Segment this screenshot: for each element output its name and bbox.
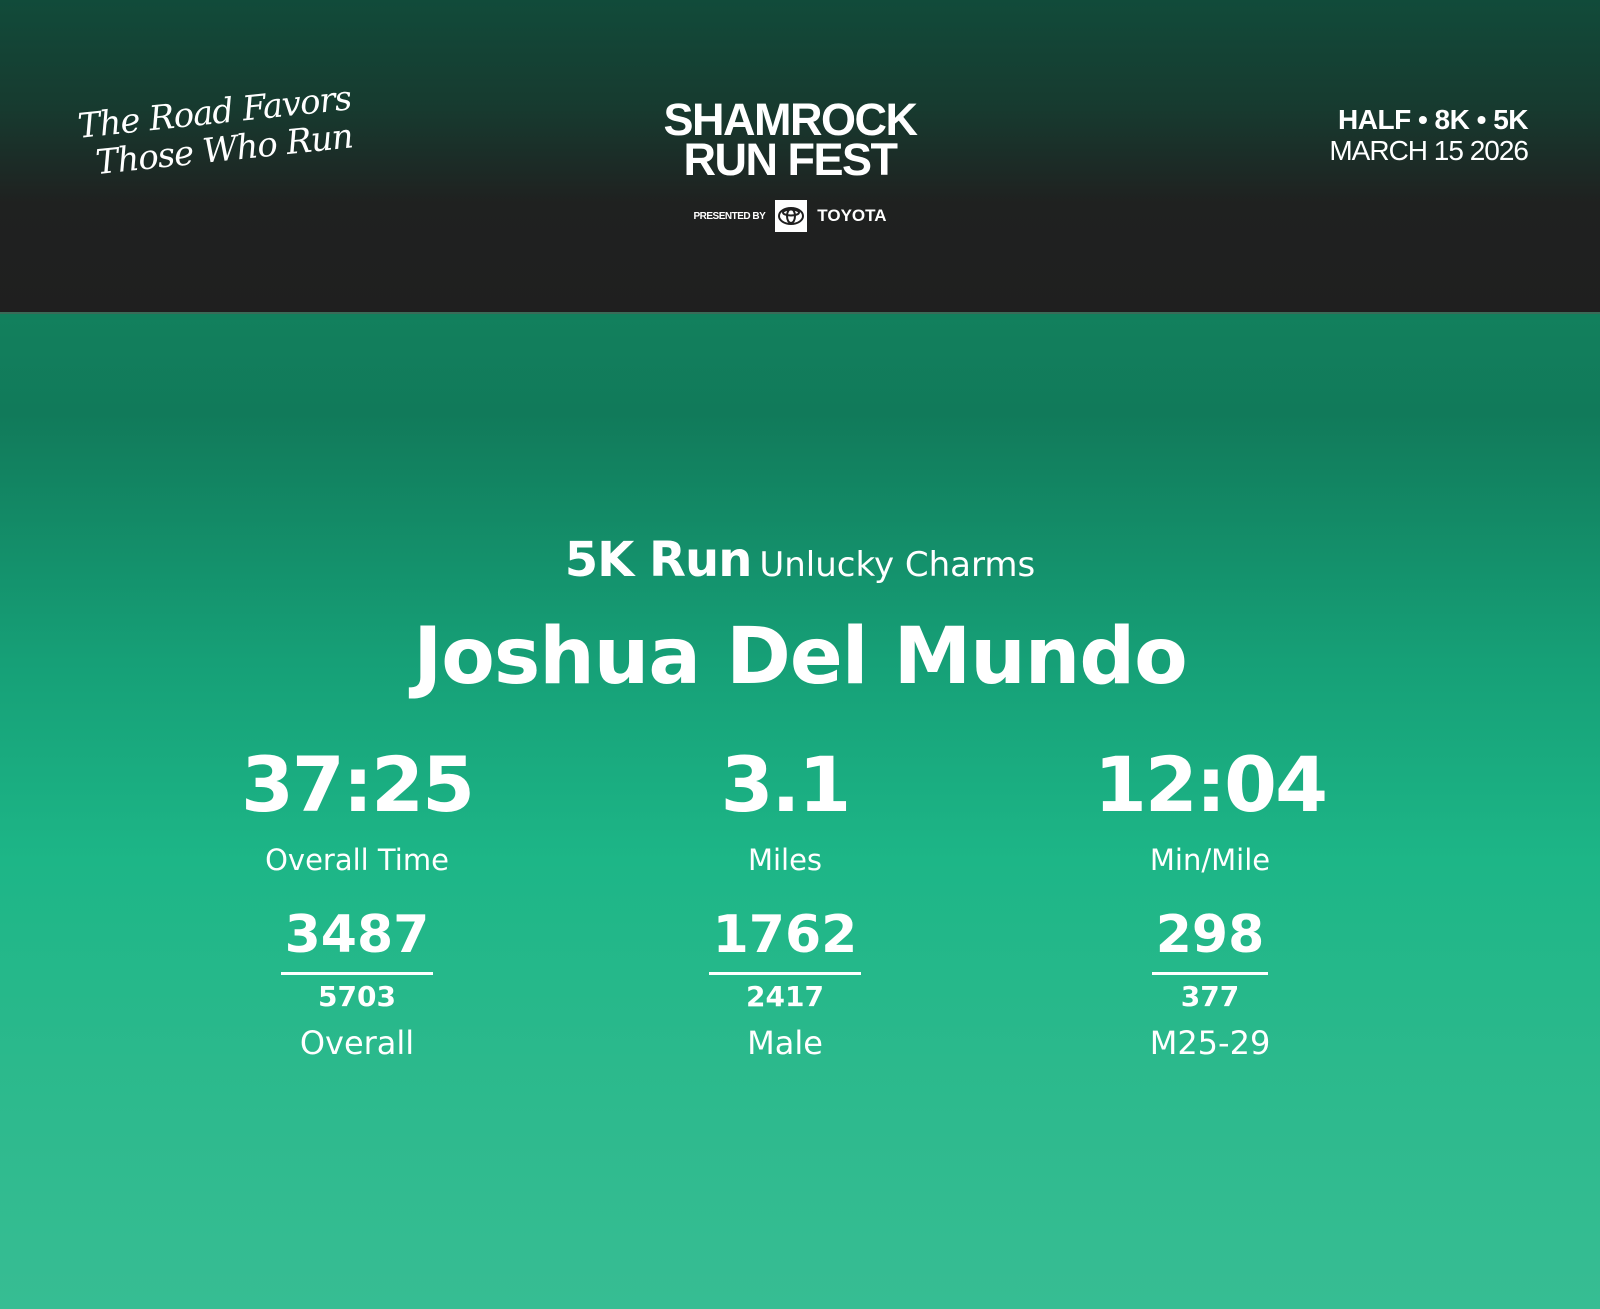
- stat-value: 12:04: [1094, 740, 1328, 829]
- rank-category: M25-29: [1149, 1024, 1271, 1062]
- presented-by-text: PRESENTED BY: [693, 210, 766, 222]
- sponsor-block: PRESENTED BY TOYOTA: [640, 200, 940, 232]
- rank-place: 298: [1151, 904, 1269, 975]
- stat-pace: 12:04 Min/Mile: [1010, 740, 1410, 880]
- rank-place: 3487: [280, 904, 434, 975]
- tagline: The Road Favors Those Who Run: [76, 78, 357, 183]
- rank-total: 377: [1180, 980, 1240, 1013]
- rank-gender: 1762 2417 Male: [585, 904, 985, 1065]
- stat-label: Min/Mile: [1149, 843, 1271, 877]
- logo-line-2: RUN FEST: [683, 134, 899, 185]
- logo-line-1: SHAMROCK: [663, 94, 919, 145]
- header: The Road Favors Those Who Run SHAMROCK R…: [0, 0, 1600, 314]
- rank-category: Male: [747, 1024, 823, 1062]
- rank-overall: 3487 5703 Overall: [157, 904, 557, 1065]
- race-line: 5K Run Unlucky Charms: [0, 532, 1600, 588]
- stat-label: Overall Time: [265, 843, 449, 877]
- rank-place: 1762: [708, 904, 862, 975]
- event-info: HALF • 8K • 5K MARCH 15 2026: [1329, 104, 1529, 166]
- event-logo[interactable]: SHAMROCK RUN FEST PRESENTED BY TOYOTA: [640, 94, 940, 232]
- result-panel: [0, 314, 1600, 1309]
- stat-value: 3.1: [720, 740, 852, 829]
- stat-label: Miles: [747, 843, 823, 877]
- race-name: 5K Run: [564, 532, 753, 588]
- toyota-logo-icon: [775, 200, 808, 232]
- stat-overall-time: 37:25 Overall Time: [157, 740, 557, 880]
- rank-total: 5703: [318, 980, 396, 1013]
- rank-category: Overall: [299, 1024, 415, 1062]
- event-date: MARCH 15 2026: [1329, 135, 1529, 166]
- rank-total: 2417: [746, 980, 824, 1013]
- stat-miles: 3.1 Miles: [585, 740, 985, 880]
- team-name: Unlucky Charms: [759, 545, 1036, 585]
- rank-age-group: 298 377 M25-29: [1010, 904, 1410, 1065]
- runner-name: Joshua Del Mundo: [413, 612, 1188, 702]
- race-distances: HALF • 8K • 5K: [1338, 104, 1528, 135]
- stat-value: 37:25: [241, 740, 475, 829]
- sponsor-name: TOYOTA: [817, 206, 887, 225]
